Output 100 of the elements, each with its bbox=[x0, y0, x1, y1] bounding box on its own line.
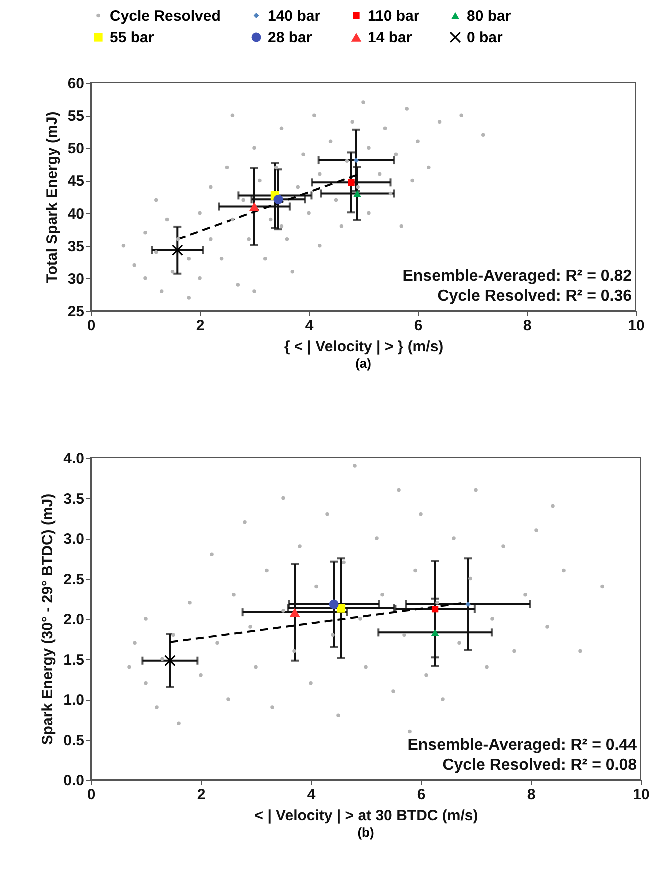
point bbox=[254, 665, 258, 670]
annotation: Cycle Resolved: R² = 0.08 bbox=[442, 757, 638, 774]
point bbox=[210, 552, 214, 556]
point bbox=[408, 730, 412, 734]
x-axis-title: < | Velocity | > at 30 BTDC (m/s) bbox=[254, 808, 478, 824]
point bbox=[350, 120, 354, 124]
point bbox=[220, 257, 224, 261]
point bbox=[485, 665, 489, 670]
point bbox=[416, 140, 420, 144]
point bbox=[394, 152, 398, 157]
point bbox=[410, 178, 414, 183]
y-tick-label: 2.5 bbox=[64, 571, 84, 588]
point bbox=[268, 218, 273, 222]
point bbox=[318, 244, 322, 248]
x-tick-label: 8 bbox=[527, 786, 536, 804]
x-axis-title: { < | Velocity | > } (m/s) bbox=[284, 338, 444, 356]
point bbox=[414, 568, 418, 573]
point bbox=[328, 140, 333, 144]
legend-label: 55 bar bbox=[110, 30, 154, 46]
point bbox=[314, 584, 318, 589]
point bbox=[172, 633, 176, 637]
legend-label: 80 bar bbox=[467, 8, 512, 25]
legend-label: 28 bar bbox=[268, 30, 312, 46]
point bbox=[402, 633, 406, 637]
annotation: Ensemble-Averaged: R² = 0.82 bbox=[402, 268, 632, 285]
point bbox=[334, 198, 338, 202]
point bbox=[170, 270, 175, 274]
point bbox=[232, 592, 236, 597]
x-tick-label: 6 bbox=[417, 786, 426, 804]
point bbox=[331, 633, 335, 637]
point bbox=[340, 224, 344, 228]
point bbox=[290, 270, 295, 274]
point bbox=[230, 218, 235, 222]
point bbox=[458, 641, 462, 646]
point bbox=[280, 224, 284, 228]
x-tick-label: 10 bbox=[628, 318, 645, 334]
point bbox=[216, 641, 220, 646]
point bbox=[490, 617, 494, 621]
point bbox=[441, 698, 445, 702]
x-tick-label: 2 bbox=[197, 786, 206, 804]
point bbox=[154, 198, 158, 202]
y-tick-label: 55 bbox=[68, 108, 84, 126]
point bbox=[502, 544, 506, 548]
y-tick-label: 1.5 bbox=[64, 652, 84, 669]
point bbox=[236, 283, 240, 287]
point bbox=[345, 159, 350, 164]
x-tick-label: 6 bbox=[414, 318, 423, 334]
x-tick-label: 8 bbox=[523, 318, 532, 334]
point bbox=[427, 166, 431, 170]
point bbox=[247, 237, 251, 242]
y-tick-label: 2.0 bbox=[64, 612, 84, 628]
point bbox=[336, 714, 340, 718]
point bbox=[292, 649, 296, 654]
point bbox=[452, 536, 456, 540]
point bbox=[122, 244, 126, 248]
point bbox=[258, 178, 262, 183]
point bbox=[348, 179, 355, 186]
point bbox=[375, 536, 379, 540]
point bbox=[132, 264, 136, 268]
y-tick-label: 3.5 bbox=[64, 490, 84, 508]
point bbox=[460, 114, 464, 118]
y-tick-label: 40 bbox=[68, 206, 84, 223]
point bbox=[326, 512, 330, 516]
x-tick-label: 0 bbox=[87, 786, 96, 804]
y-tick-label: 4.0 bbox=[64, 450, 84, 468]
text: (b) bbox=[358, 825, 374, 840]
point bbox=[188, 601, 192, 605]
point bbox=[405, 107, 409, 111]
point bbox=[482, 133, 486, 137]
point bbox=[367, 146, 371, 150]
point bbox=[274, 166, 278, 170]
point bbox=[290, 608, 300, 617]
point bbox=[298, 544, 302, 548]
y-tick-label: 0.0 bbox=[64, 772, 84, 790]
point bbox=[296, 185, 300, 190]
point bbox=[264, 257, 268, 261]
y-tick-label: 35 bbox=[68, 238, 84, 256]
point bbox=[378, 172, 382, 176]
annotation: Cycle Resolved: R² = 0.36 bbox=[438, 288, 632, 305]
point bbox=[362, 100, 366, 104]
point bbox=[353, 464, 357, 468]
y-axis-title: Total Spark Energy (mJ) bbox=[44, 112, 61, 284]
point bbox=[154, 250, 158, 254]
point bbox=[198, 276, 202, 280]
point bbox=[551, 504, 555, 508]
point bbox=[388, 192, 393, 196]
point bbox=[562, 568, 566, 573]
point bbox=[198, 211, 202, 216]
point bbox=[367, 211, 371, 216]
point bbox=[176, 237, 180, 242]
legend-label: Cycle Resolved bbox=[110, 8, 221, 25]
point bbox=[397, 488, 401, 492]
point bbox=[199, 673, 203, 678]
y-tick-label: 30 bbox=[68, 270, 84, 288]
point bbox=[133, 641, 137, 646]
point bbox=[329, 600, 339, 610]
point bbox=[230, 114, 235, 118]
point bbox=[209, 185, 213, 190]
point bbox=[248, 625, 252, 629]
point bbox=[383, 126, 388, 130]
